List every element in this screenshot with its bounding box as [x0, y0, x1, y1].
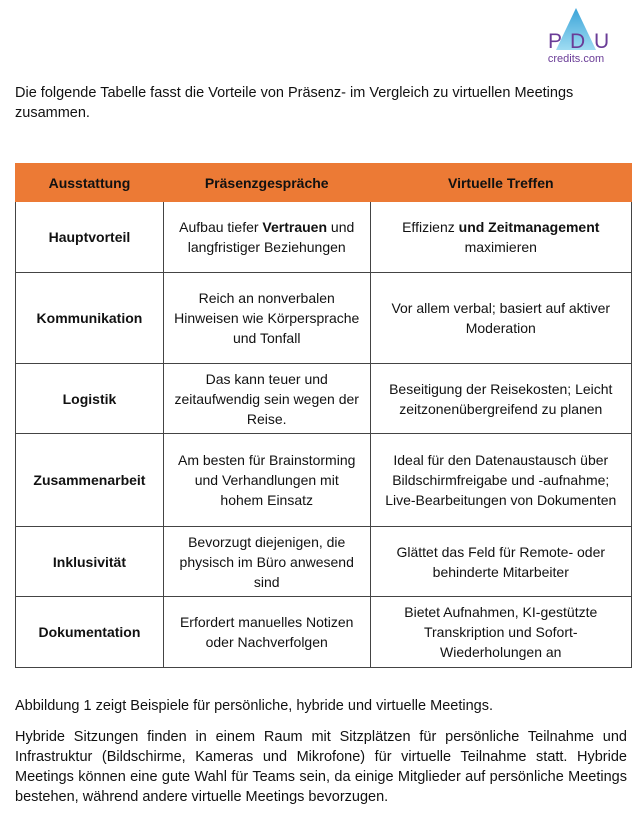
table-cell: Erfordert manuelles Notizen oder Nachver… [162, 596, 371, 668]
logo-triangle [556, 8, 596, 50]
logo: P D U credits.com [548, 8, 609, 65]
header-row: Ausstattung Präsenzgespräche Virtuelle Tre… [15, 163, 633, 202]
table-cell: Vor allem verbal; basiert auf aktiver Mo… [369, 272, 633, 364]
table-cell: Dokumentation [15, 596, 164, 668]
comparison-table: Ausstattung Präsenzgespräche Virtuelle Tre… [15, 163, 633, 668]
table-cell: Aufbau tiefer Vertrauen und langfristige… [162, 201, 371, 273]
table-cell: Ideal für den Datenaustausch über Bildsc… [369, 433, 633, 527]
table-row: Hauptvorteil Aufbau tiefer Vertrauen und … [15, 201, 633, 273]
table-cell: Inklusivität [15, 526, 164, 597]
table-row: Logistik Das kann teuer und zeitaufwendig… [15, 363, 633, 434]
logo-site: credits.com [548, 53, 604, 65]
table-cell: Hauptvorteil [15, 201, 164, 273]
table-cell: Reich an nonverbalen Hinweisen wie Körpe… [162, 272, 371, 364]
header-cell: Virtuelle Treffen [369, 163, 633, 202]
intro: Die folgende Tabelle fasst die Vorteile … [15, 85, 574, 121]
table-row: Inklusivität Bevorzugt diejenigen, die ph… [15, 526, 633, 597]
table-cell: Zusammenarbeit [15, 433, 164, 527]
body-text: Abbildung 1 zeigt Beispiele für persönli… [15, 696, 627, 818]
table-cell: Kommunikation [15, 272, 164, 364]
table-cell: Am besten für Brainstorming und Verhandl… [162, 433, 371, 527]
cell-text: und Zeitmanagement [458, 219, 600, 235]
cell-text: Vertrauen [262, 219, 328, 235]
cell-text: Effizienz [402, 219, 459, 235]
logo-letter: D [570, 30, 585, 53]
cell-text: maximieren [464, 239, 537, 255]
paragraph: Hybride Sitzungen finden in einem Raum m… [15, 729, 627, 805]
table-cell: Bietet Aufnahmen, KI-gestützte Transkrip… [369, 596, 633, 668]
table-cell: Logistik [15, 363, 164, 434]
logo-letter: U [594, 30, 609, 53]
table-row: Dokumentation Erfordert manuelles Notizen… [15, 596, 633, 668]
cell-text: und langfristiger Beziehungen [187, 219, 355, 255]
table-row: Zusammenarbeit Am besten für Brainstormin… [15, 433, 633, 527]
paragraph: Abbildung 1 zeigt Beispiele für persönli… [15, 698, 493, 714]
table-cell: Glättet das Feld für Remote- oder behind… [369, 526, 633, 597]
table-cell: Beseitigung der Reisekosten; Leicht zeit… [369, 363, 633, 434]
table-row: Kommunikation Reich an nonverbalen Hinwei… [15, 272, 633, 364]
cell-text: Aufbau tiefer [179, 219, 263, 235]
logo-letter: P [548, 30, 562, 53]
table-cell: Bevorzugt diejenigen, die physisch im Bü… [162, 526, 371, 597]
table-cell: Effizienz und Zeitmanagement maximieren [369, 201, 633, 273]
header-cell: Ausstattung [15, 163, 164, 202]
table-cell: Das kann teuer und zeitaufwendig sein we… [162, 363, 371, 434]
header-cell: Präsenzgespräche [162, 163, 371, 202]
